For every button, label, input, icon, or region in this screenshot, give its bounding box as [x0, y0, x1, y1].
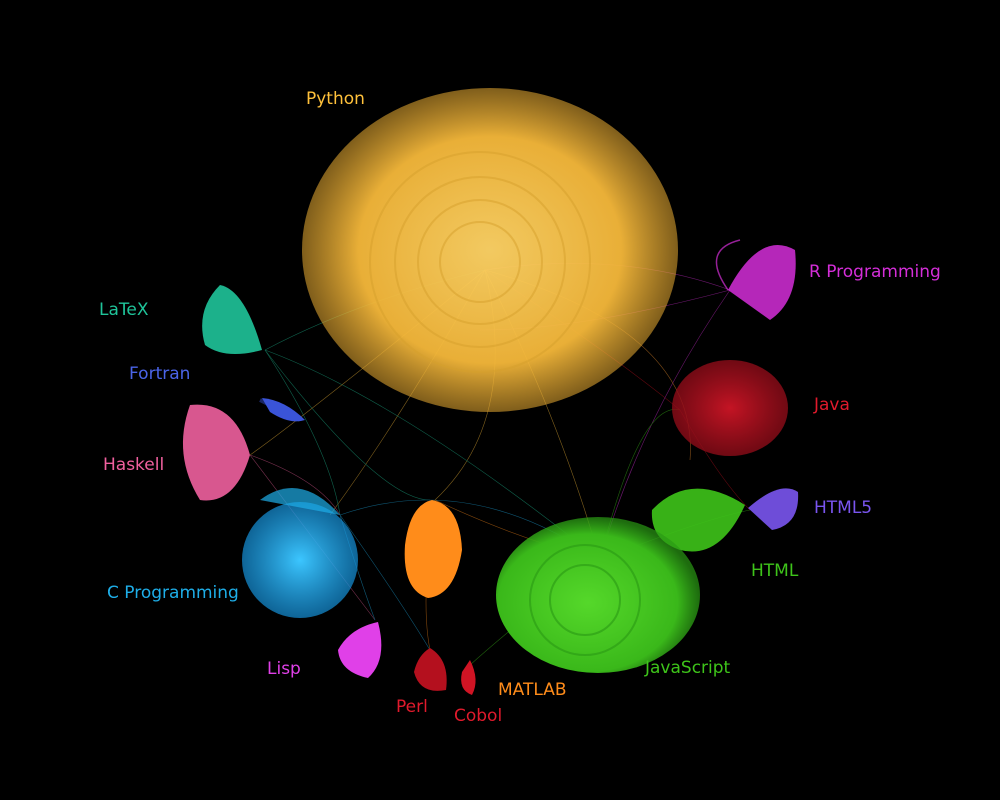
- c-programming-cluster: [242, 488, 358, 618]
- matlab-cluster: [404, 500, 462, 598]
- python-cluster: [302, 88, 678, 412]
- label-fortran: Fortran: [129, 364, 191, 384]
- lisp-cluster: [338, 622, 382, 678]
- label-html: HTML: [751, 561, 799, 581]
- java-cluster: [672, 360, 788, 456]
- fortran-cluster: [262, 398, 305, 422]
- label-matlab: MATLAB: [498, 680, 567, 700]
- latex-cluster: [202, 285, 262, 354]
- label-javascript: JavaScript: [645, 658, 731, 678]
- label-haskell: Haskell: [103, 455, 165, 475]
- label-perl: Perl: [396, 697, 428, 717]
- label-c-programming: C Programming: [107, 583, 239, 603]
- haskell-cluster: [182, 404, 250, 501]
- perl-cluster: [414, 648, 447, 691]
- label-python: Python: [306, 89, 365, 109]
- label-r-programming: R Programming: [809, 262, 941, 282]
- label-cobol: Cobol: [454, 706, 503, 726]
- label-latex: LaTeX: [99, 300, 149, 320]
- label-html5: HTML5: [814, 498, 873, 518]
- javascript-cluster: [496, 517, 700, 673]
- r-programming-cluster: [715, 239, 796, 320]
- label-lisp: Lisp: [267, 659, 301, 679]
- html5-cluster: [748, 488, 799, 530]
- label-java: Java: [814, 395, 850, 415]
- html-cluster: [651, 488, 745, 552]
- cobol-cluster: [461, 660, 476, 695]
